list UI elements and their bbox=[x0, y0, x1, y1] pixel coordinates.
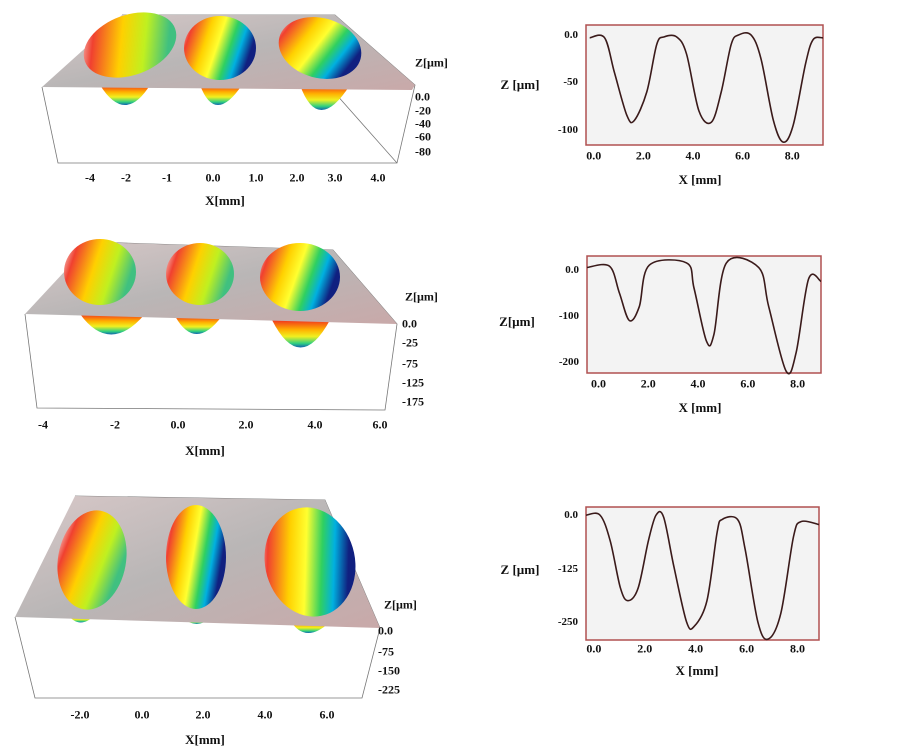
dimple bbox=[260, 243, 340, 311]
y-tick-label: 0.0 bbox=[564, 509, 578, 522]
y-axis-label: Z [µm] bbox=[500, 77, 540, 92]
z-tick-label: -225 bbox=[378, 682, 400, 697]
x-tick-label: 2.0 bbox=[238, 417, 254, 432]
plot-frame bbox=[585, 24, 824, 146]
z-tick-label: 0.0 bbox=[402, 316, 417, 331]
y-tick-label: -50 bbox=[563, 76, 578, 89]
profile-line bbox=[586, 256, 822, 375]
dimple bbox=[166, 505, 226, 609]
x-axis-label: X[mm] bbox=[205, 193, 245, 208]
x-tick-label: 4.0 bbox=[307, 417, 323, 432]
x-tick-label: -4 bbox=[85, 170, 95, 185]
z-tick-label: -150 bbox=[378, 663, 400, 678]
x-tick-label: 4.0 bbox=[690, 376, 706, 391]
y-tick-label: 0.0 bbox=[565, 263, 579, 276]
x-axis-label: X[mm] bbox=[185, 443, 225, 458]
z-tick-label: 0.0 bbox=[378, 623, 393, 638]
y-tick-label: -200 bbox=[558, 355, 579, 368]
x-tick-label: 2.0 bbox=[635, 148, 651, 163]
y-tick-label: -100 bbox=[558, 309, 579, 322]
x-tick-label: 6.0 bbox=[739, 641, 755, 656]
dimple bbox=[64, 239, 136, 305]
z-tick-label: -75 bbox=[402, 356, 418, 371]
x-tick-label: 4.0 bbox=[370, 170, 386, 185]
x-tick-label: 0.0 bbox=[134, 707, 150, 722]
y-tick-label: 0.0 bbox=[564, 28, 578, 41]
profile-line bbox=[589, 32, 824, 143]
x-tick-label: 8.0 bbox=[790, 376, 806, 391]
x-tick-label: 6.0 bbox=[740, 376, 756, 391]
x-axis-label: X [mm] bbox=[678, 172, 722, 187]
x-tick-label: 1.0 bbox=[248, 170, 264, 185]
x-axis-label: X [mm] bbox=[678, 400, 722, 415]
x-tick-label: 0.0 bbox=[205, 170, 221, 185]
z-tick-label: -75 bbox=[378, 644, 394, 659]
x-tick-label: 6.0 bbox=[319, 707, 335, 722]
z-tick-label: -40 bbox=[415, 116, 431, 131]
dimple-underside bbox=[80, 314, 145, 335]
z-tick-label: 0.0 bbox=[415, 89, 430, 104]
dimple bbox=[166, 243, 234, 305]
x-tick-label: -1 bbox=[162, 170, 172, 185]
dimple-underside bbox=[272, 320, 330, 348]
x-tick-label: -2 bbox=[110, 417, 120, 432]
dimple bbox=[278, 17, 362, 79]
x-tick-label: 2.0 bbox=[637, 641, 653, 656]
profile-line bbox=[585, 510, 820, 641]
x-tick-label: 0.0 bbox=[170, 417, 186, 432]
dimple-underside bbox=[300, 85, 350, 110]
dimple bbox=[264, 507, 356, 617]
x-tick-label: 2.0 bbox=[195, 707, 211, 722]
dimple bbox=[83, 12, 177, 78]
y-tick-label: -250 bbox=[557, 616, 578, 629]
y-tick-label: -100 bbox=[557, 123, 578, 136]
x-tick-label: 2.0 bbox=[640, 376, 656, 391]
x-tick-label: 0.0 bbox=[586, 148, 602, 163]
x-tick-label: 6.0 bbox=[372, 417, 388, 432]
x-axis-label: X [mm] bbox=[675, 663, 719, 678]
z-tick-label: -175 bbox=[402, 394, 424, 409]
dimple bbox=[184, 16, 256, 80]
x-tick-label: 8.0 bbox=[790, 641, 806, 656]
dimple bbox=[57, 510, 127, 610]
x-tick-label: 4.0 bbox=[257, 707, 273, 722]
x-tick-label: 8.0 bbox=[784, 148, 800, 163]
x-tick-label: 0.0 bbox=[590, 376, 606, 391]
y-axis-label: Z [µm] bbox=[500, 562, 540, 577]
x-tick-label: 6.0 bbox=[735, 148, 751, 163]
x-tick-label: 4.0 bbox=[685, 148, 701, 163]
dimple-underside bbox=[200, 85, 242, 105]
z-tick-label: -80 bbox=[415, 144, 431, 159]
x-tick-label: -2.0 bbox=[70, 707, 90, 722]
x-tick-label: 2.0 bbox=[289, 170, 305, 185]
z-tick-label: -20 bbox=[415, 103, 431, 118]
dimple-underside bbox=[100, 85, 150, 105]
z-tick-label: -60 bbox=[415, 129, 431, 144]
z-tick-label: -125 bbox=[402, 375, 424, 390]
z-axis-label: Z[µm] bbox=[415, 55, 448, 70]
dimple-underside bbox=[175, 316, 222, 334]
y-tick-label: -125 bbox=[557, 562, 578, 575]
plot-frame bbox=[585, 506, 820, 641]
x-tick-label: -2 bbox=[121, 170, 131, 185]
z-axis-label: Z[µm] bbox=[405, 289, 438, 304]
x-tick-label: 3.0 bbox=[327, 170, 343, 185]
x-tick-label: 4.0 bbox=[688, 641, 704, 656]
x-axis-label: X[mm] bbox=[185, 732, 225, 747]
z-axis-label: Z[µm] bbox=[384, 597, 417, 612]
y-axis-label: Z[µm] bbox=[499, 314, 535, 329]
x-tick-label: -4 bbox=[38, 417, 48, 432]
plot-frame bbox=[586, 255, 822, 374]
x-tick-label: 0.0 bbox=[586, 641, 602, 656]
z-tick-label: -25 bbox=[402, 335, 418, 350]
